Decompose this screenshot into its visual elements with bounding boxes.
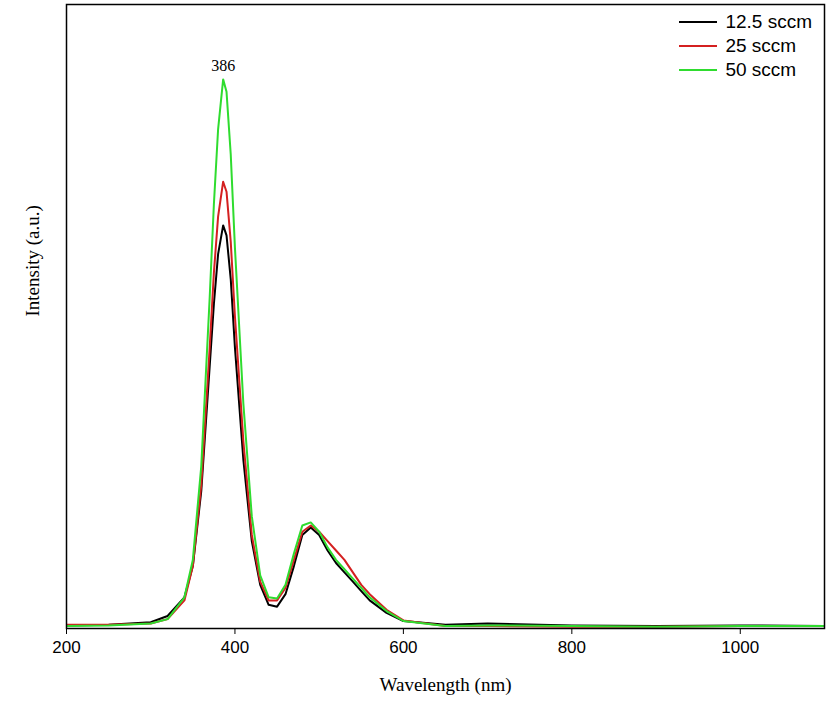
svg-text:1000: 1000 [721,638,759,657]
svg-text:Intensity (a.u.): Intensity (a.u.) [22,205,44,316]
html-text:12.5 sccm: 12.5 sccm [725,11,812,32]
svg-text:200: 200 [52,638,80,657]
svg-text:386: 386 [211,57,235,74]
svg-text:400: 400 [221,638,249,657]
svg-text:Wavelength (nm): Wavelength (nm) [380,674,512,696]
svg-text:800: 800 [558,638,586,657]
html-text:50 sccm: 50 sccm [725,59,797,80]
html-text:25 sccm: 25 sccm [725,35,797,56]
svg-text:600: 600 [389,638,417,657]
